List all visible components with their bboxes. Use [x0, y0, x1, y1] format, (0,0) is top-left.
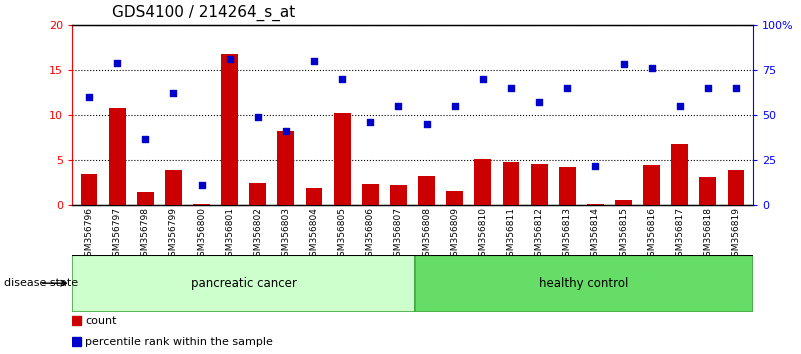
Bar [306, 188, 323, 205]
Point [449, 103, 461, 109]
Point [139, 136, 151, 141]
Bar [72, 255, 416, 312]
Bar [334, 113, 351, 205]
Bar [531, 164, 548, 205]
Bar [72, 337, 81, 346]
Point [167, 91, 179, 96]
Point [589, 163, 602, 169]
Point [702, 85, 714, 91]
Bar [193, 204, 210, 205]
Point [252, 114, 264, 120]
Bar [559, 167, 576, 205]
Bar [446, 191, 463, 205]
Bar [165, 170, 182, 205]
Bar [109, 108, 126, 205]
Point [505, 85, 517, 91]
Point [223, 56, 236, 62]
Point [336, 76, 348, 82]
Text: count: count [85, 316, 116, 326]
Bar [221, 54, 238, 205]
Bar [615, 200, 632, 205]
Bar [418, 176, 435, 205]
Point [730, 85, 743, 91]
Bar [727, 170, 744, 205]
Bar [390, 184, 407, 205]
Point [392, 103, 405, 109]
Bar [249, 183, 266, 205]
Point [364, 119, 376, 125]
Text: pancreatic cancer: pancreatic cancer [191, 277, 296, 290]
Bar [502, 162, 519, 205]
Text: percentile rank within the sample: percentile rank within the sample [85, 337, 273, 347]
Bar [81, 174, 98, 205]
Point [674, 103, 686, 109]
Point [646, 65, 658, 71]
Bar [699, 177, 716, 205]
Bar [277, 131, 294, 205]
Bar [416, 255, 753, 312]
Text: GDS4100 / 214264_s_at: GDS4100 / 214264_s_at [112, 5, 296, 21]
Bar [137, 192, 154, 205]
Bar [671, 144, 688, 205]
Point [561, 85, 574, 91]
Bar [362, 184, 379, 205]
Point [421, 121, 433, 127]
Point [111, 60, 123, 65]
Bar [643, 165, 660, 205]
Bar [587, 204, 604, 205]
Bar [474, 159, 491, 205]
Text: healthy control: healthy control [539, 277, 629, 290]
Point [308, 58, 320, 64]
Point [195, 183, 208, 188]
Point [477, 76, 489, 82]
Point [83, 94, 95, 100]
Bar [72, 316, 81, 325]
Point [280, 129, 292, 134]
Text: disease state: disease state [4, 278, 78, 288]
Point [533, 99, 545, 105]
Point [617, 62, 630, 67]
